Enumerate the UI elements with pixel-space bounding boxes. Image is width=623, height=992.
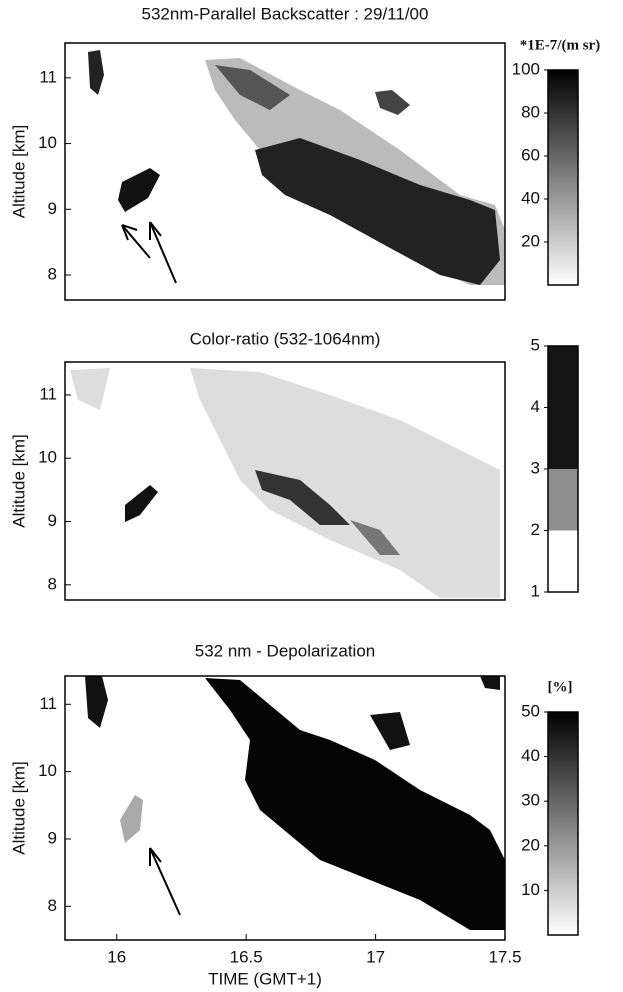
colorbar-tick-label: 30 <box>521 791 540 810</box>
colorbar-level <box>548 530 578 592</box>
y-tick-label: 9 <box>48 828 57 847</box>
colorbar-tick-label: 5 <box>531 335 540 354</box>
colorbar-frame <box>547 711 579 936</box>
y-tick-label: 11 <box>39 694 57 713</box>
colorbar-level <box>548 469 578 531</box>
y-tick-label: 10 <box>38 133 57 152</box>
colorbar-tick-label: 1 <box>531 581 540 600</box>
image-features <box>88 50 505 285</box>
colorbar-tick-label: 2 <box>531 520 540 539</box>
colorbar-level <box>548 346 578 469</box>
x-tick-label: 17 <box>366 947 385 966</box>
colorbar-tick-label: 40 <box>521 188 540 207</box>
colorbar-tick-label: 4 <box>531 397 540 416</box>
y-axis-label: Altitude [km] <box>9 434 28 528</box>
image-features <box>70 368 500 598</box>
y-tick-label: 10 <box>38 448 57 467</box>
panel-title: 532 nm - Depolarization <box>195 641 375 660</box>
plot-frame <box>64 361 506 601</box>
y-tick-label: 9 <box>48 199 57 218</box>
y-tick-label: 8 <box>48 574 57 593</box>
x-tick-label: 16 <box>107 947 126 966</box>
colorbar-tick-label: 100 <box>512 59 540 78</box>
y-tick-label: 8 <box>48 265 57 284</box>
colorbar-tick-label: 10 <box>521 880 540 899</box>
colorbar <box>548 70 578 285</box>
y-tick-label: 10 <box>38 761 57 780</box>
plot-frame <box>64 675 506 941</box>
colorbar-tick-label: 50 <box>521 701 540 720</box>
y-tick-label: 11 <box>39 384 57 403</box>
colorbar-tick-label: 40 <box>521 746 540 765</box>
colorbar-frame <box>547 69 579 286</box>
colorbar-tick-label: 60 <box>521 145 540 164</box>
y-tick-label: 9 <box>48 511 57 530</box>
plot-frame <box>64 42 506 301</box>
x-axis-label: TIME (GMT+1) <box>208 969 322 988</box>
panel-title: 532nm-Parallel Backscatter : 29/11/00 <box>142 4 429 23</box>
panel-title: Color-ratio (532-1064nm) <box>190 329 381 348</box>
y-axis-label: Altitude [km] <box>9 125 28 219</box>
colorbar <box>548 712 578 935</box>
colorbar-label: *1E-7/(m sr) <box>520 37 600 53</box>
colorbar-label: [%] <box>548 679 573 695</box>
x-tick-label: 16.5 <box>230 947 263 966</box>
y-tick-label: 8 <box>48 896 57 915</box>
colorbar-tick-label: 20 <box>521 835 540 854</box>
colorbar-tick-label: 20 <box>521 231 540 250</box>
colorbar-tick-label: 3 <box>531 458 540 477</box>
colorbar-tick-label: 80 <box>521 102 540 121</box>
x-tick-label: 17.5 <box>488 947 521 966</box>
y-tick-label: 11 <box>39 67 57 86</box>
y-axis-label: Altitude [km] <box>9 761 28 855</box>
image-features <box>85 676 505 930</box>
